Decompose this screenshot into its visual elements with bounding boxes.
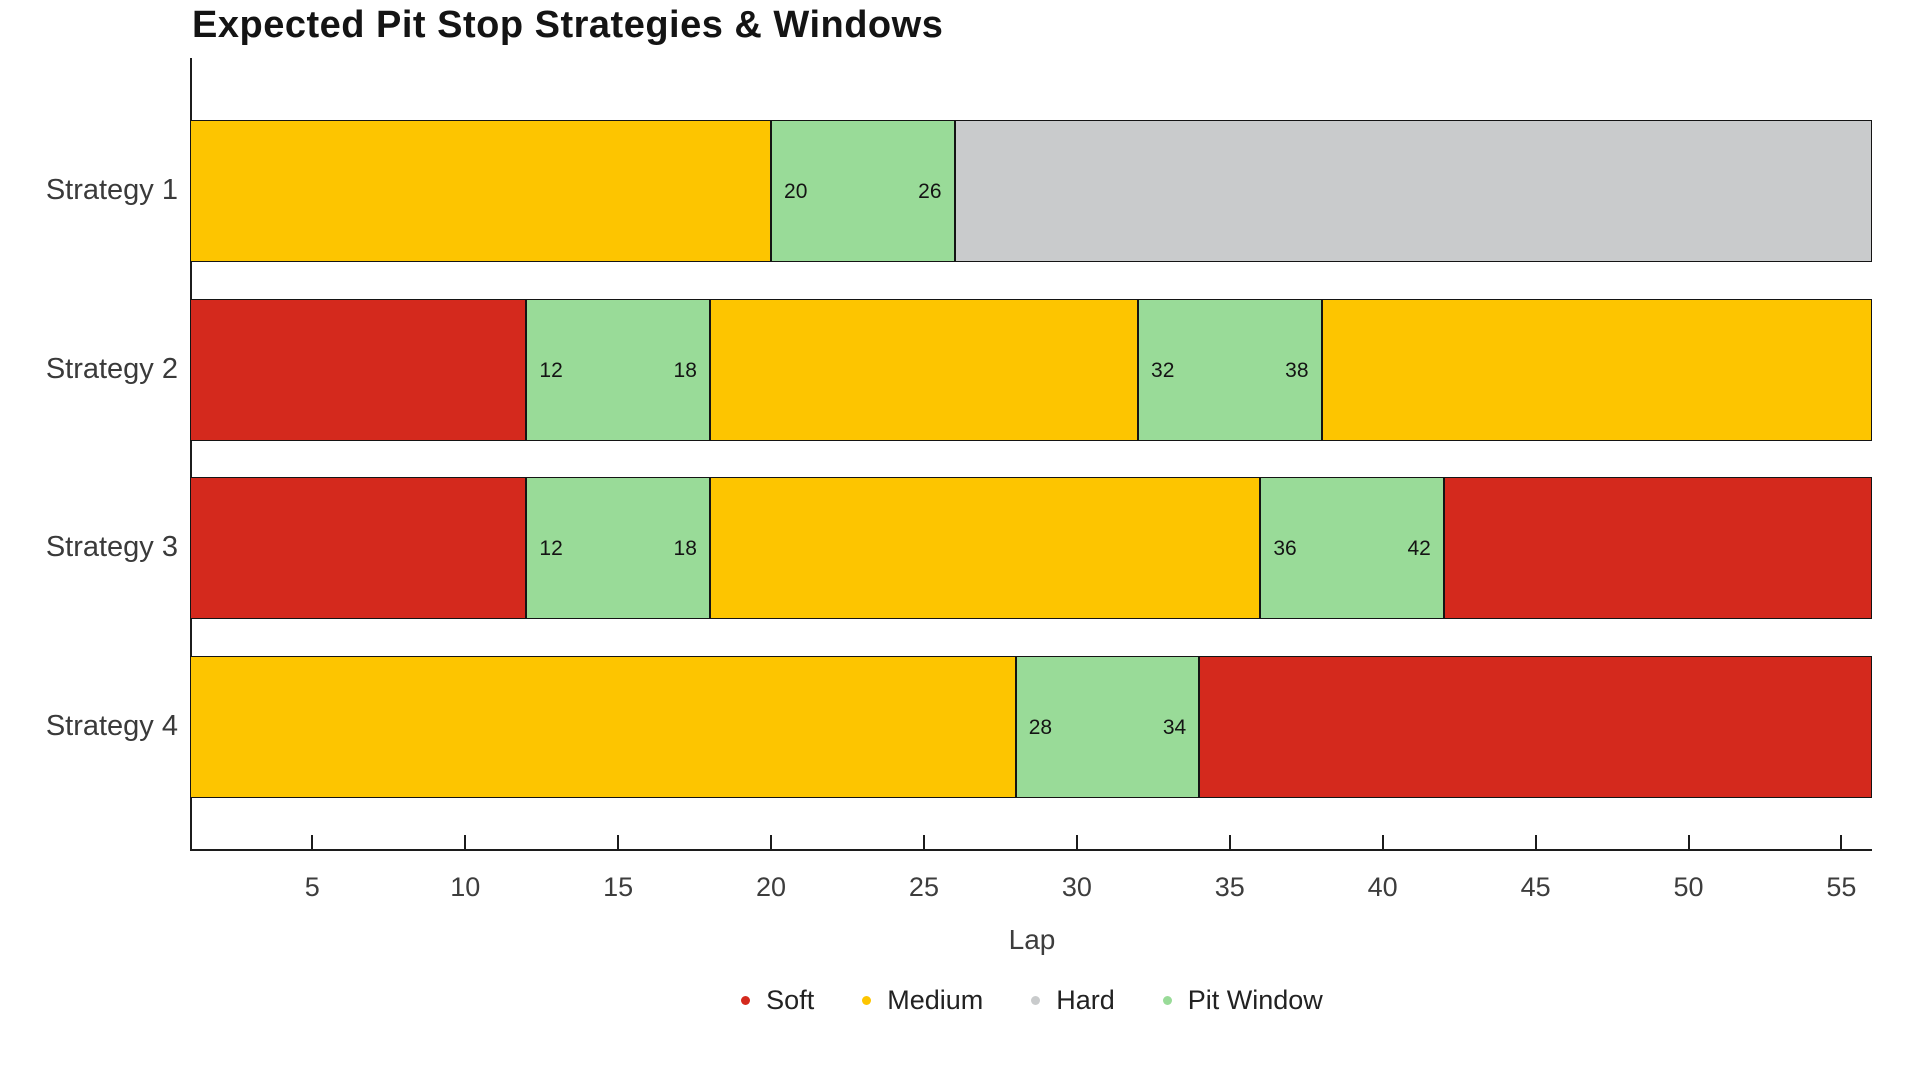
pit-window-start-label: 20: [784, 180, 808, 203]
bar-segment-medium: [1321, 299, 1872, 441]
legend-item-hard: Hard: [1031, 985, 1115, 1016]
legend-label: Pit Window: [1187, 984, 1323, 1015]
x-tick-label: 15: [603, 872, 634, 902]
legend-label: Soft: [766, 984, 815, 1015]
bar-segment-medium: [190, 656, 1016, 798]
x-tick-label: 40: [1367, 872, 1398, 902]
bar-segment-medium: [190, 120, 772, 262]
x-tick: [311, 835, 314, 849]
x-tick: [1381, 835, 1384, 849]
y-axis-label: Strategy 4: [45, 710, 178, 742]
legend-dot-icon: [741, 995, 751, 1005]
pit-window-start-label: 32: [1151, 359, 1175, 382]
x-tick: [1228, 835, 1231, 849]
legend-dot-icon: [862, 995, 872, 1005]
y-axis-line: [190, 58, 192, 851]
x-tick: [770, 835, 773, 849]
pit-window-end-label: 34: [1162, 716, 1187, 739]
bar-segment-medium: [709, 477, 1261, 619]
x-axis-line: [190, 849, 1872, 851]
pit-window-end-label: 18: [673, 537, 697, 560]
x-tick-label: 5: [304, 872, 320, 902]
bar-segment-soft: [1199, 656, 1872, 798]
pit-window-start-label: 28: [1028, 716, 1053, 739]
bar-segment-hard: [954, 120, 1872, 262]
x-tick: [617, 835, 620, 849]
legend-item-pit-window: Pit Window: [1162, 984, 1323, 1016]
bar-segment-pit-window: 12 18: [526, 477, 710, 619]
bar-segment-pit-window: 28 34: [1015, 656, 1200, 798]
x-tick: [1075, 835, 1078, 849]
pit-window-end-label: 26: [918, 180, 942, 203]
legend-label: Hard: [1056, 984, 1115, 1015]
x-tick-label: 35: [1214, 872, 1245, 902]
pit-window-end-label: 42: [1407, 537, 1431, 560]
bar-segment-pit-window: 36 42: [1260, 477, 1444, 619]
x-axis-title: Lap: [1008, 924, 1056, 955]
y-axis-label: Strategy 1: [45, 174, 178, 206]
pit-window-end-label: 18: [673, 359, 697, 382]
x-tick-label: 10: [450, 872, 481, 902]
y-axis-label: Strategy 3: [45, 531, 178, 563]
legend-item-medium: Medium: [862, 985, 983, 1016]
bar-segment-soft: [1443, 477, 1872, 619]
x-tick-label: 55: [1826, 872, 1857, 902]
x-tick: [922, 835, 925, 849]
x-tick-label: 25: [908, 872, 939, 902]
y-axis-label: Strategy 2: [45, 353, 178, 385]
bar-segment-pit-window: 20 26: [771, 120, 955, 262]
bar-segment-pit-window: 32 38: [1138, 299, 1322, 441]
x-tick: [1687, 835, 1690, 849]
legend-dot-icon: [1031, 995, 1041, 1005]
pit-window-end-label: 38: [1285, 359, 1309, 382]
bar-segment-soft: [190, 477, 527, 619]
x-tick-label: 30: [1061, 872, 1092, 902]
legend-dot-icon: [1162, 995, 1172, 1005]
x-tick-label: 20: [756, 872, 787, 902]
x-tick: [464, 835, 467, 849]
pit-window-start-label: 36: [1273, 537, 1297, 560]
pit-window-start-label: 12: [539, 537, 563, 560]
legend-item-soft: Soft: [741, 985, 814, 1016]
chart-title: Expected Pit Stop Strategies & Windows: [192, 4, 944, 46]
legend: Soft Medium Hard Pit Window: [191, 980, 1873, 1020]
bar-segment-soft: [190, 299, 527, 441]
bar-segment-pit-window: 12 18: [526, 299, 710, 441]
x-tick-label: 50: [1673, 872, 1704, 902]
x-tick: [1534, 835, 1537, 849]
legend-label: Medium: [887, 984, 984, 1015]
pit-window-start-label: 12: [539, 359, 563, 382]
bar-segment-medium: [709, 299, 1139, 441]
x-tick-label: 45: [1520, 872, 1551, 902]
x-tick: [1840, 835, 1843, 849]
